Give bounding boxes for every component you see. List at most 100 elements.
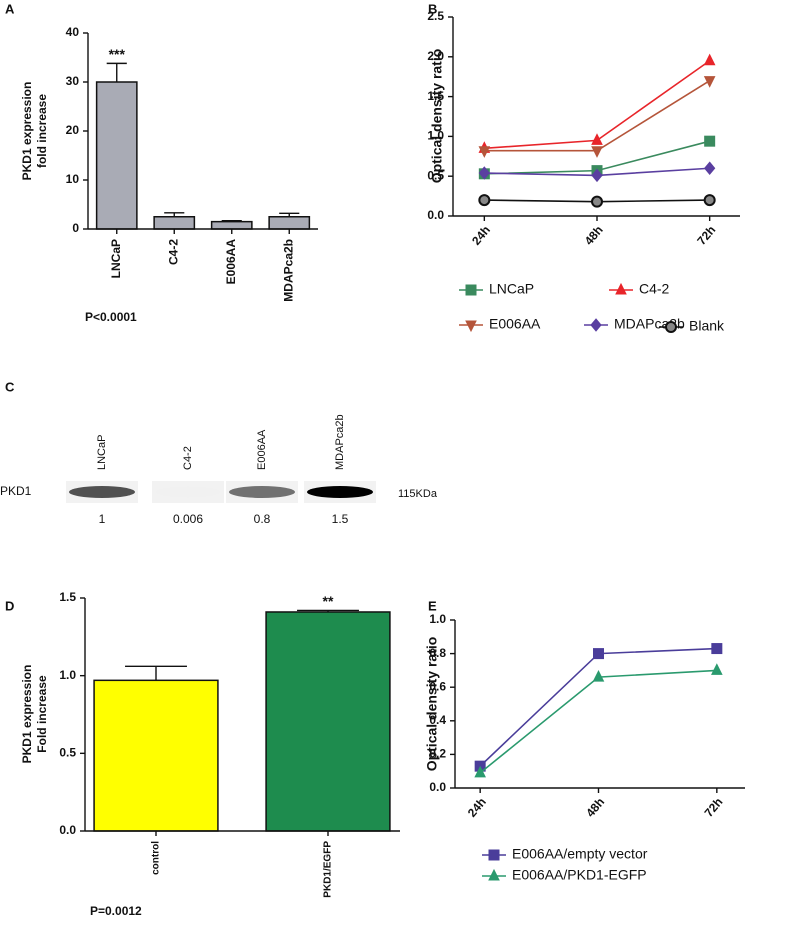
note: P<0.0001: [85, 310, 137, 324]
panel-label: D: [5, 598, 14, 613]
legend-label: LNCaP: [489, 281, 534, 297]
legend-label: Blank: [689, 318, 725, 334]
x-tick-label: E006AA: [224, 239, 238, 285]
x-tick-label: LNCaP: [109, 239, 123, 278]
y-tick-label: 0.2: [429, 747, 446, 761]
marker: [478, 146, 491, 158]
panel-label: B: [428, 1, 437, 16]
lane-label: MDAPca2b: [334, 414, 346, 470]
series-line: [479, 669, 717, 774]
marker: [711, 643, 723, 655]
legend-marker: [615, 282, 627, 295]
legend-label: E006AA: [489, 316, 541, 332]
y-tick-label: 30: [66, 74, 80, 88]
y-tick-label: 0.0: [429, 780, 446, 794]
size-label: 115KDa: [398, 488, 438, 500]
marker: [591, 146, 603, 158]
y-tick-label: 20: [66, 123, 80, 137]
densitometry: 0.006: [173, 512, 203, 526]
panel-label: E: [428, 598, 437, 613]
note: P=0.0012: [90, 904, 142, 918]
row-label: PKD1: [0, 484, 32, 498]
legend-marker: [590, 318, 602, 332]
y-tick-label: 0.5: [427, 168, 444, 182]
y-tick-label: 40: [66, 25, 80, 39]
legend-label: C4-2: [639, 281, 670, 297]
legend-marker: [488, 849, 500, 861]
marker: [704, 135, 716, 147]
marker: [591, 133, 603, 145]
bar: [93, 679, 219, 832]
lane-bg: [152, 481, 224, 503]
x-tick-label: PKD1/EGFP: [323, 841, 334, 898]
y-tick-label: 0.5: [59, 746, 76, 760]
marker: [704, 161, 716, 176]
marker: [474, 765, 486, 778]
bar: [265, 611, 391, 832]
y-tick-label: 2.5: [427, 9, 444, 23]
x-tick-label: 24h: [469, 223, 493, 248]
marker: [593, 648, 604, 660]
x-tick-label: 48h: [583, 795, 607, 820]
y-tick-label: 1.0: [429, 612, 446, 626]
lane-label: C4-2: [182, 446, 194, 470]
bar: [153, 216, 196, 230]
marker: [703, 194, 716, 207]
lane-label: E006AA: [256, 429, 268, 470]
y-axis-label: Fold increase: [35, 675, 49, 753]
x-tick-label: 72h: [694, 223, 718, 248]
y-axis-label: PKD1 expression: [20, 665, 34, 764]
densitometry: 1.5: [332, 512, 349, 526]
y-tick-label: 0: [72, 221, 79, 235]
legend-marker: [488, 868, 500, 881]
legend-label: E006AA/empty vector: [512, 846, 648, 862]
annotation: **: [323, 593, 334, 609]
y-tick-label: 1.0: [427, 129, 444, 143]
band: [155, 486, 221, 498]
y-axis-label: PKD1 expression: [20, 82, 34, 181]
legend-marker: [665, 321, 677, 333]
marker: [478, 194, 491, 207]
y-tick-label: 10: [66, 172, 80, 186]
y-tick-label: 1.5: [59, 590, 76, 604]
y-tick-label: 0.0: [427, 208, 444, 222]
densitometry: 0.8: [254, 512, 271, 526]
marker: [591, 195, 603, 208]
panel-label: A: [5, 1, 15, 16]
bar: [268, 216, 311, 230]
series-line: [479, 647, 717, 767]
y-tick-label: 0.6: [429, 679, 446, 693]
marker: [591, 168, 603, 183]
y-tick-label: 0.4: [429, 713, 446, 727]
x-tick-label: MDAPca2b: [281, 239, 295, 302]
marker: [478, 166, 490, 180]
y-tick-label: 2.0: [427, 49, 444, 63]
y-tick-label: 1.5: [427, 89, 444, 103]
band: [229, 486, 295, 498]
annotation: ***: [109, 46, 126, 62]
legend-marker: [465, 284, 477, 296]
bar: [95, 81, 138, 230]
y-tick-label: 1.0: [59, 668, 76, 682]
band: [307, 486, 373, 498]
y-tick-label: 0.8: [429, 646, 446, 660]
panel-label: C: [5, 379, 15, 394]
legend-marker: [465, 320, 477, 333]
legend-label: E006AA/PKD1-EGFP: [512, 867, 647, 883]
x-tick-label: control: [151, 841, 162, 875]
y-axis-label: Optical density ratio: [429, 49, 445, 184]
y-tick-label: 0.0: [59, 823, 76, 837]
y-axis-label: fold increase: [35, 94, 49, 168]
x-tick-label: C4-2: [166, 239, 180, 265]
marker: [592, 670, 605, 682]
x-tick-label: 24h: [465, 795, 489, 820]
densitometry: 1: [99, 512, 106, 526]
x-tick-label: 48h: [582, 223, 606, 248]
marker: [703, 76, 716, 88]
x-tick-label: 72h: [702, 795, 726, 820]
lane-label: LNCaP: [96, 435, 108, 470]
marker: [703, 53, 716, 66]
y-axis-label: Optical density ratio: [424, 637, 440, 772]
band: [69, 486, 135, 498]
